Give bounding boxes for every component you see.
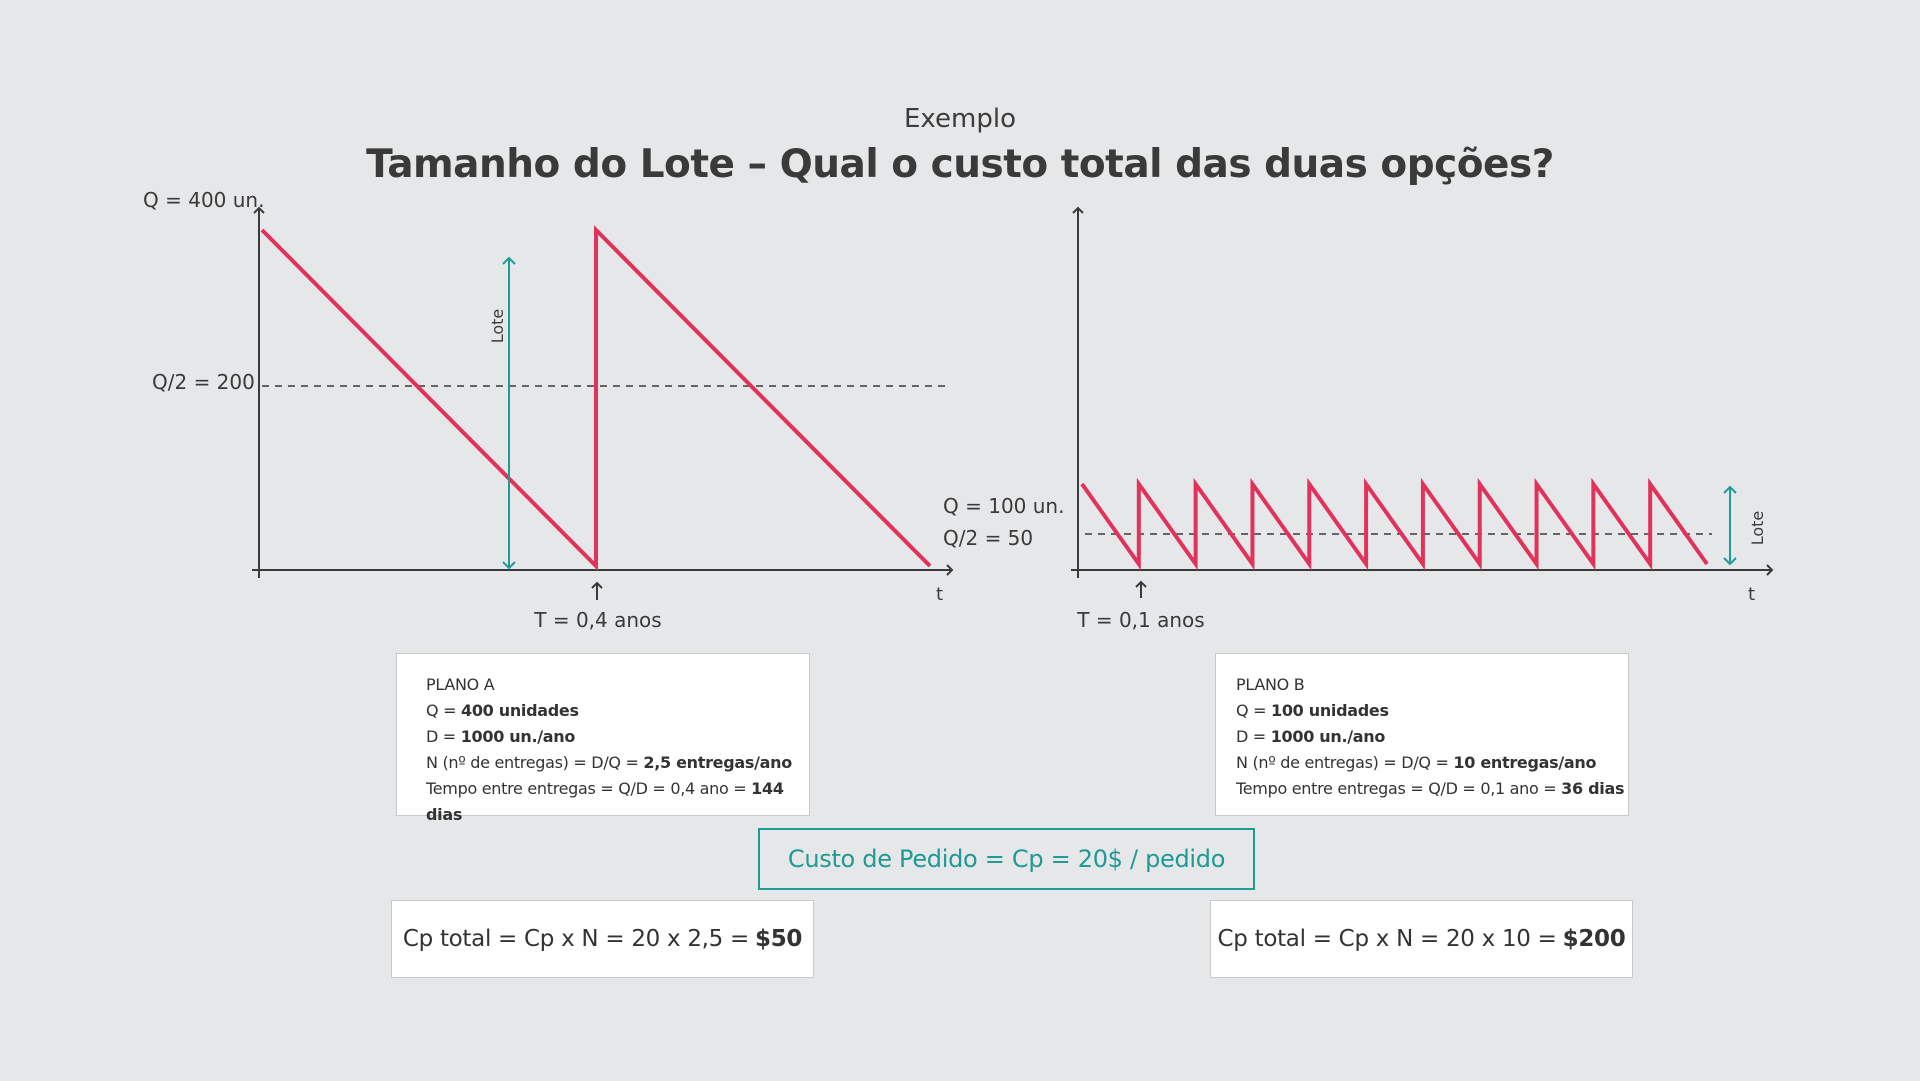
total-cost-a-value: $50 bbox=[754, 926, 803, 952]
total-cost-a: Cp total = Cp x N = 20 x 2,5 = $50 bbox=[391, 900, 814, 978]
chart-b-half-label: Q/2 = 50 bbox=[943, 526, 1033, 550]
chart-b-period-label: T = 0,1 anos bbox=[1076, 608, 1204, 632]
plan-b-q: Q = 100 unidades bbox=[1236, 701, 1389, 720]
chart-a: Lote Q = 400 un. Q/2 = 200 T = 0,4 anos … bbox=[143, 188, 954, 632]
chart-b-axis-label: t bbox=[1748, 584, 1755, 605]
total-cost-b: Cp total = Cp x N = 20 x 10 = $200 bbox=[1210, 900, 1633, 978]
plan-b-card: PLANO B Q = 100 unidades D = 1000 un./an… bbox=[1215, 653, 1629, 816]
chart-a-period-label: T = 0,4 anos bbox=[533, 608, 661, 632]
plan-b-t: Tempo entre entregas = Q/D = 0,1 ano = 3… bbox=[1236, 779, 1625, 798]
chart-b: Lote Q = 100 un. Q/2 = 50 T = 0,1 anos t bbox=[943, 206, 1774, 632]
plan-a-card: PLANO A Q = 400 unidades D = 1000 un./an… bbox=[396, 653, 810, 824]
chart-a-lot-label: Lote bbox=[488, 309, 507, 344]
plan-a-n: N (nº de entregas) = D/Q = 2,5 entregas/… bbox=[426, 753, 792, 772]
subtitle: Exemplo bbox=[904, 104, 1016, 134]
plan-a-t: Tempo entre entregas = Q/D = 0,4 ano = 1… bbox=[426, 779, 784, 824]
chart-b-inventory-line bbox=[1080, 477, 1709, 571]
plan-a-q: Q = 400 unidades bbox=[426, 701, 579, 720]
page-title: Tamanho do Lote – Qual o custo total das… bbox=[366, 142, 1554, 187]
total-cost-b-formula: Cp total = Cp x N = 20 x 10 = bbox=[1217, 926, 1557, 952]
chart-b-lot-label: Lote bbox=[1748, 511, 1767, 546]
chart-a-axis-label: t bbox=[936, 584, 943, 605]
total-cost-a-formula: Cp total = Cp x N = 20 x 2,5 = bbox=[402, 926, 749, 952]
plan-b-n: N (nº de entregas) = D/Q = 10 entregas/a… bbox=[1236, 753, 1597, 772]
plan-b-d: D = 1000 un./ano bbox=[1236, 727, 1386, 746]
plan-a-title: PLANO A bbox=[426, 675, 495, 694]
order-cost-box: Custo de Pedido = Cp = 20$ / pedido bbox=[758, 828, 1255, 890]
plan-b-title: PLANO B bbox=[1236, 675, 1305, 694]
plan-a-d: D = 1000 un./ano bbox=[426, 727, 576, 746]
chart-a-q-label: Q = 400 un. bbox=[143, 188, 264, 212]
chart-a-half-label: Q/2 = 200 bbox=[152, 370, 255, 394]
total-cost-b-value: $200 bbox=[1562, 926, 1626, 952]
chart-a-inventory-line bbox=[260, 225, 932, 571]
chart-b-q-label: Q = 100 un. bbox=[943, 494, 1064, 518]
